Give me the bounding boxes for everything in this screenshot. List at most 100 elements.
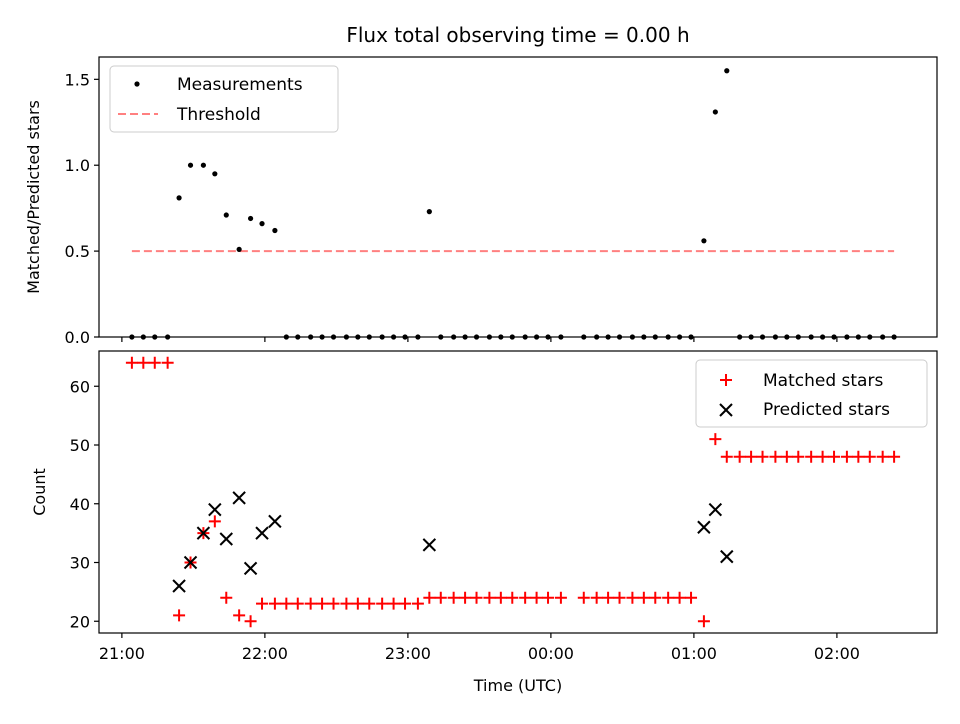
matched-star-point xyxy=(530,591,543,604)
matched-star-point xyxy=(840,450,853,463)
matched-star-point xyxy=(626,591,639,604)
measurement-point xyxy=(223,212,229,218)
matched-star-point xyxy=(662,591,675,604)
legend-predicted-label: Predicted stars xyxy=(763,400,890,420)
top-axes-frame xyxy=(98,56,938,338)
measurement-point xyxy=(212,171,218,177)
legend-matched-marker xyxy=(720,374,732,386)
matched-star-point xyxy=(613,591,626,604)
matched-star-point xyxy=(434,591,447,604)
bottom-ytick-label: 30 xyxy=(70,554,90,573)
measurement-point xyxy=(247,215,254,222)
matched-star-point xyxy=(720,450,733,463)
matched-star-point xyxy=(411,597,424,610)
matched-star-point xyxy=(577,591,590,604)
matched-star-point xyxy=(554,591,567,604)
predicted-star-point xyxy=(697,520,711,534)
matched-star-point xyxy=(745,450,758,463)
matched-star-point xyxy=(459,591,472,604)
top-ytick-label: 0.0 xyxy=(65,328,90,347)
matched-star-point xyxy=(148,356,161,369)
matched-star-point xyxy=(233,609,246,622)
matched-star-point xyxy=(792,450,805,463)
bottom-xtick-label: 22:00 xyxy=(242,644,288,663)
bottom-legend: Matched stars Predicted stars xyxy=(695,359,928,428)
bottom-y-ticks: 20 30 40 50 60 xyxy=(70,377,99,631)
matched-star-point xyxy=(494,591,507,604)
bottom-ytick-label: 60 xyxy=(70,377,90,396)
top-ytick-label: 1.0 xyxy=(65,156,90,175)
top-ytick-label: 1.5 xyxy=(65,70,90,89)
matched-star-point xyxy=(602,591,615,604)
matched-star-point xyxy=(685,591,698,604)
predicted-star-point xyxy=(219,532,233,546)
predicted-star-point xyxy=(708,502,723,517)
measurement-point xyxy=(200,162,206,168)
top-ytick-label: 0.5 xyxy=(65,242,90,261)
bottom-ytick-label: 40 xyxy=(70,495,90,514)
matched-star-point xyxy=(542,591,555,604)
matched-star-point xyxy=(769,450,782,463)
predicted-star-point xyxy=(196,526,211,540)
predicted-star-point xyxy=(268,514,282,529)
top-chart-title: Flux total observing time = 0.00 h xyxy=(346,23,689,47)
measurement-point xyxy=(724,68,730,74)
measurement-point xyxy=(187,162,194,168)
bottom-xtick-label: 21:00 xyxy=(99,644,145,663)
legend-measurements-label: Measurements xyxy=(177,75,303,95)
predicted-star-point xyxy=(720,549,734,564)
predicted-star-point xyxy=(208,502,222,517)
predicted-star-point xyxy=(243,561,258,576)
matched-star-point xyxy=(376,597,389,610)
matched-star-point xyxy=(637,591,650,604)
matched-star-point xyxy=(173,609,186,622)
measurement-point xyxy=(259,221,265,227)
matched-star-point xyxy=(506,591,519,604)
matched-star-point xyxy=(590,591,603,604)
matched-star-point xyxy=(673,591,686,604)
matched-star-point xyxy=(399,597,412,610)
predicted-star-point xyxy=(172,579,186,593)
top-legend-box xyxy=(109,65,339,133)
matched-star-point xyxy=(291,597,304,610)
measurement-point xyxy=(712,109,718,115)
legend-predicted-marker xyxy=(719,403,733,417)
legend-matched-label: Matched stars xyxy=(763,371,883,391)
bottom-ytick-label: 20 xyxy=(70,612,90,631)
legend-measurements-marker xyxy=(134,81,140,87)
matched-star-point xyxy=(256,597,269,610)
matched-star-point xyxy=(649,591,662,604)
matched-star-point xyxy=(423,591,436,604)
matched-star-point xyxy=(876,450,889,463)
matched-star-point xyxy=(816,450,829,463)
matched-star-point xyxy=(852,450,865,463)
top-x-ticks xyxy=(121,337,838,342)
bottom-plot-area xyxy=(125,356,901,628)
measurement-point xyxy=(272,227,278,234)
matched-star-point xyxy=(828,450,841,463)
matched-star-point xyxy=(733,450,746,463)
matched-star-point xyxy=(220,591,233,604)
bottom-y-axis-label: Count xyxy=(30,468,49,516)
matched-star-point xyxy=(697,615,710,628)
matched-star-point xyxy=(363,597,376,610)
matched-star-point xyxy=(340,597,353,610)
matched-star-point xyxy=(268,597,281,610)
bottom-xtick-label: 23:00 xyxy=(385,644,431,663)
matched-star-point xyxy=(447,591,460,604)
matched-star-point xyxy=(888,450,901,463)
bottom-xtick-label: 00:00 xyxy=(528,644,574,663)
matched-star-point xyxy=(863,450,876,463)
matched-star-point xyxy=(756,450,769,463)
bottom-xtick-label: 01:00 xyxy=(671,644,717,663)
matched-star-point xyxy=(137,356,150,369)
measurement-point xyxy=(426,209,432,215)
matched-star-point xyxy=(125,356,138,369)
top-legend: Measurements Threshold xyxy=(109,65,339,133)
matched-star-point xyxy=(351,597,364,610)
predicted-star-point xyxy=(422,538,437,552)
measurement-point xyxy=(701,238,707,244)
bottom-ytick-label: 50 xyxy=(70,436,90,455)
matched-star-point xyxy=(327,597,340,610)
predicted-star-point xyxy=(232,491,246,505)
